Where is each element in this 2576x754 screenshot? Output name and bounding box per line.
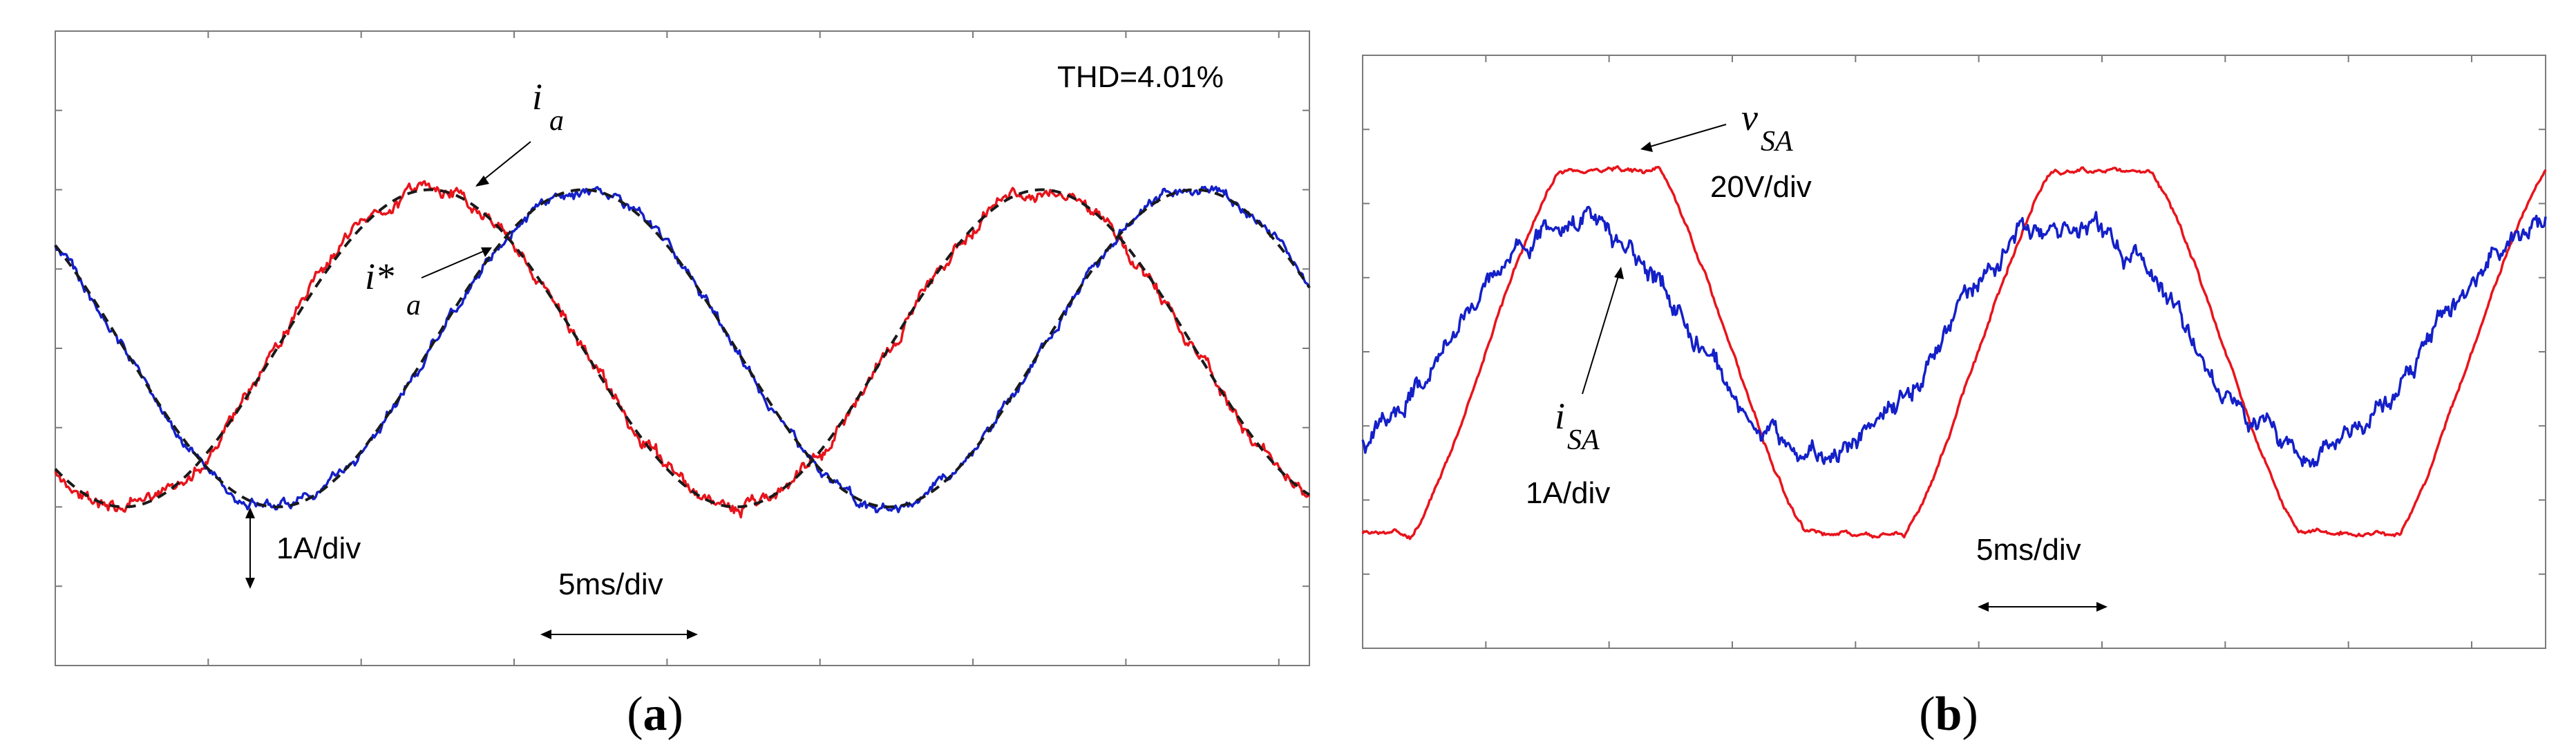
- isa-scale-label: 1A/div: [1526, 476, 1610, 510]
- panel-b-plot-frame: [1362, 55, 2546, 649]
- series-line-a-3: [54, 188, 1311, 509]
- series-line-a-2: [54, 188, 1311, 509]
- current-scale-arrow-top: [245, 507, 255, 518]
- isa-label-base: i: [1555, 395, 1565, 437]
- thd-annotation: THD=4.01%: [1057, 60, 1224, 94]
- panel-a-plot-frame: [55, 30, 1310, 666]
- isa-pointer-arrowhead: [1614, 267, 1624, 279]
- time-scale-arrow-a-right: [687, 630, 698, 639]
- vsa-scale-label: 20V/div: [1710, 170, 1812, 204]
- vsa-pointer-arrowhead: [1640, 142, 1653, 152]
- current-scale-label: 1A/div: [276, 531, 361, 565]
- isa-label-sub: SA: [1567, 424, 1600, 456]
- vsa-pointer-arrow: [1642, 124, 1727, 149]
- ia-pointer-arrow: [476, 141, 531, 186]
- ia-pointer-arrowhead: [475, 176, 489, 187]
- isa-pointer-arrow: [1582, 269, 1621, 395]
- time-scale-label-a: 5ms/div: [558, 567, 663, 601]
- panel-a: THD=4.01% i a i* a 1A/div 5ms/div (a): [54, 30, 1311, 741]
- ia-ref-label-sub: a: [406, 290, 421, 321]
- ia-label-base: i: [532, 76, 542, 117]
- current-scale-arrow-bottom: [245, 578, 255, 589]
- time-scale-arrow-a-left: [540, 630, 551, 639]
- panel-b: v SA 20V/div i SA 1A/div 5ms/div (b): [1361, 55, 2547, 741]
- series-line-b-0: [1361, 164, 2547, 540]
- panel-b-caption: (b): [1919, 688, 1978, 741]
- panel-a-ticks: [55, 30, 1309, 666]
- ia-ref-label-base: i*: [365, 256, 394, 297]
- panel-a-caption: (a): [627, 688, 683, 741]
- ia-label-sub: a: [549, 105, 564, 137]
- vsa-label-sub: SA: [1761, 126, 1793, 158]
- panel-b-traces: [1361, 164, 2547, 540]
- ia-ref-pointer-arrowhead: [481, 247, 492, 257]
- vsa-label-base: v: [1741, 97, 1758, 138]
- series-line-b-1: [1361, 205, 2547, 468]
- time-scale-arrow-b-left: [1978, 602, 1989, 612]
- ia-ref-pointer-arrow: [421, 248, 490, 279]
- panel-a-traces: [54, 180, 1311, 519]
- time-scale-label-b: 5ms/div: [1976, 533, 2081, 567]
- time-scale-arrow-b-right: [2096, 602, 2108, 612]
- panel-b-ticks: [1362, 55, 2546, 649]
